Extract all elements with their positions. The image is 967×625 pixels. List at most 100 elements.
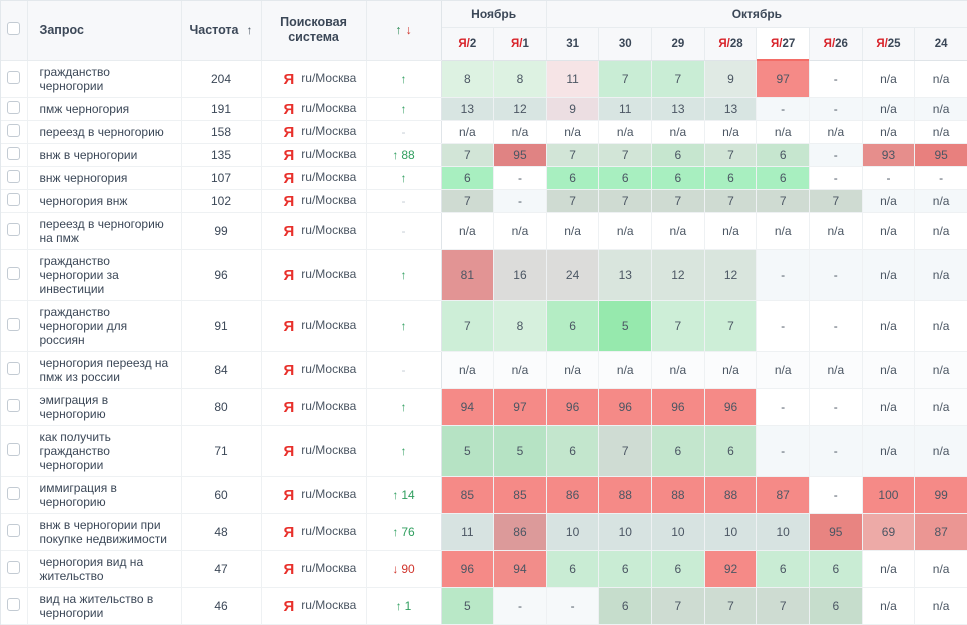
row-checkbox[interactable] <box>7 560 21 574</box>
query-cell[interactable]: гражданство черногории <box>27 60 182 98</box>
position-cell[interactable]: n/a <box>493 351 547 389</box>
position-cell[interactable]: n/a <box>914 425 967 477</box>
position-cell[interactable]: 86 <box>493 513 547 551</box>
row-select-cell[interactable] <box>1 550 28 588</box>
position-cell[interactable]: n/a <box>862 120 916 144</box>
position-cell[interactable]: 6 <box>546 550 600 588</box>
position-cell[interactable]: 7 <box>756 189 810 213</box>
position-cell[interactable]: n/a <box>651 212 705 250</box>
position-cell[interactable]: n/a <box>651 351 705 389</box>
position-cell[interactable]: 6 <box>756 166 810 190</box>
position-cell[interactable]: n/a <box>441 351 495 389</box>
query-cell[interactable]: иммиграция в черногорию <box>27 476 182 514</box>
position-cell[interactable]: 7 <box>598 189 653 213</box>
position-cell[interactable]: n/a <box>493 212 547 250</box>
position-cell[interactable]: 10 <box>546 513 600 551</box>
position-cell[interactable]: n/a <box>914 300 967 352</box>
position-cell[interactable]: 7 <box>651 300 705 352</box>
position-cell[interactable]: n/a <box>862 60 916 98</box>
position-cell[interactable]: n/a <box>598 351 653 389</box>
search-engine-column-header[interactable]: Поисковая система <box>261 1 367 61</box>
position-cell[interactable]: 12 <box>704 249 758 301</box>
position-cell[interactable]: 10 <box>598 513 653 551</box>
date-column-header[interactable]: Я/2 <box>441 27 495 61</box>
position-cell[interactable]: n/a <box>914 120 967 144</box>
position-cell[interactable]: 6 <box>651 143 705 167</box>
position-cell[interactable]: 7 <box>598 60 653 98</box>
position-cell[interactable]: n/a <box>809 351 863 389</box>
position-cell[interactable]: 11 <box>546 60 600 98</box>
position-cell[interactable]: 95 <box>914 143 967 167</box>
query-cell[interactable]: черногория переезд на пмж из россии <box>27 351 182 389</box>
query-cell[interactable]: переезд в черногорию на пмж <box>27 212 182 250</box>
position-cell[interactable]: - <box>809 97 863 121</box>
position-cell[interactable]: n/a <box>598 212 653 250</box>
row-select-cell[interactable] <box>1 300 28 352</box>
position-cell[interactable]: 13 <box>651 97 705 121</box>
position-cell[interactable]: n/a <box>914 97 967 121</box>
position-cell[interactable]: 96 <box>441 550 495 588</box>
position-cell[interactable]: n/a <box>441 212 495 250</box>
position-cell[interactable]: - <box>756 97 810 121</box>
position-cell[interactable]: 6 <box>704 425 758 477</box>
row-checkbox[interactable] <box>7 361 21 375</box>
position-cell[interactable]: n/a <box>862 587 916 625</box>
query-cell[interactable]: пмж черногория <box>27 97 182 121</box>
query-cell[interactable]: внж в черногории при покупке недвижимост… <box>27 513 182 551</box>
position-cell[interactable]: - <box>756 300 810 352</box>
position-cell[interactable]: 93 <box>862 143 916 167</box>
position-cell[interactable]: - <box>809 249 863 301</box>
row-checkbox[interactable] <box>7 70 21 84</box>
position-cell[interactable]: - <box>493 189 547 213</box>
position-cell[interactable]: 9 <box>546 97 600 121</box>
position-cell[interactable]: 6 <box>441 166 495 190</box>
position-cell[interactable]: 7 <box>756 587 810 625</box>
position-cell[interactable]: - <box>493 166 547 190</box>
query-cell[interactable]: черногория вид на жительство <box>27 550 182 588</box>
position-cell[interactable]: 81 <box>441 249 495 301</box>
row-checkbox[interactable] <box>7 486 21 500</box>
query-cell[interactable]: эмиграция в черногорию <box>27 388 182 426</box>
position-cell[interactable]: 6 <box>756 550 810 588</box>
position-cell[interactable]: - <box>809 388 863 426</box>
row-select-cell[interactable] <box>1 249 28 301</box>
date-column-header[interactable]: Я/27 <box>756 27 810 61</box>
position-cell[interactable]: 5 <box>493 425 547 477</box>
position-cell[interactable]: n/a <box>862 300 916 352</box>
position-cell[interactable]: 87 <box>914 513 967 551</box>
position-cell[interactable]: 6 <box>598 587 653 625</box>
position-cell[interactable]: 7 <box>651 587 705 625</box>
position-cell[interactable]: 12 <box>651 249 705 301</box>
position-cell[interactable]: 6 <box>546 425 600 477</box>
position-cell[interactable]: n/a <box>914 550 967 588</box>
date-column-header[interactable]: 24 <box>914 27 967 61</box>
position-cell[interactable]: - <box>809 476 863 514</box>
position-cell[interactable]: n/a <box>914 249 967 301</box>
position-cell[interactable]: - <box>546 587 600 625</box>
position-cell[interactable]: 96 <box>598 388 653 426</box>
position-cell[interactable]: 7 <box>546 143 600 167</box>
row-checkbox[interactable] <box>7 398 21 412</box>
row-checkbox[interactable] <box>7 222 21 236</box>
date-column-header[interactable]: Я/26 <box>809 27 863 61</box>
row-select-cell[interactable] <box>1 476 28 514</box>
position-cell[interactable]: - <box>809 143 863 167</box>
row-checkbox[interactable] <box>7 523 21 537</box>
position-cell[interactable]: 24 <box>546 249 600 301</box>
table-row[interactable]: внж в черногории при покупке недвижимост… <box>1 513 967 551</box>
position-cell[interactable]: 5 <box>598 300 653 352</box>
row-checkbox[interactable] <box>7 266 21 280</box>
position-cell[interactable]: 85 <box>493 476 547 514</box>
position-cell[interactable]: n/a <box>546 120 600 144</box>
query-cell[interactable]: вид на жительство в черногории <box>27 587 182 625</box>
position-cell[interactable]: 7 <box>598 425 653 477</box>
position-cell[interactable]: 8 <box>493 300 547 352</box>
position-cell[interactable]: 13 <box>598 249 653 301</box>
arrow-up-icon[interactable]: ↑ <box>395 23 402 38</box>
position-cell[interactable]: n/a <box>862 351 916 389</box>
date-column-header[interactable]: Я/28 <box>704 27 758 61</box>
row-select-cell[interactable] <box>1 97 28 121</box>
row-select-cell[interactable] <box>1 166 28 190</box>
